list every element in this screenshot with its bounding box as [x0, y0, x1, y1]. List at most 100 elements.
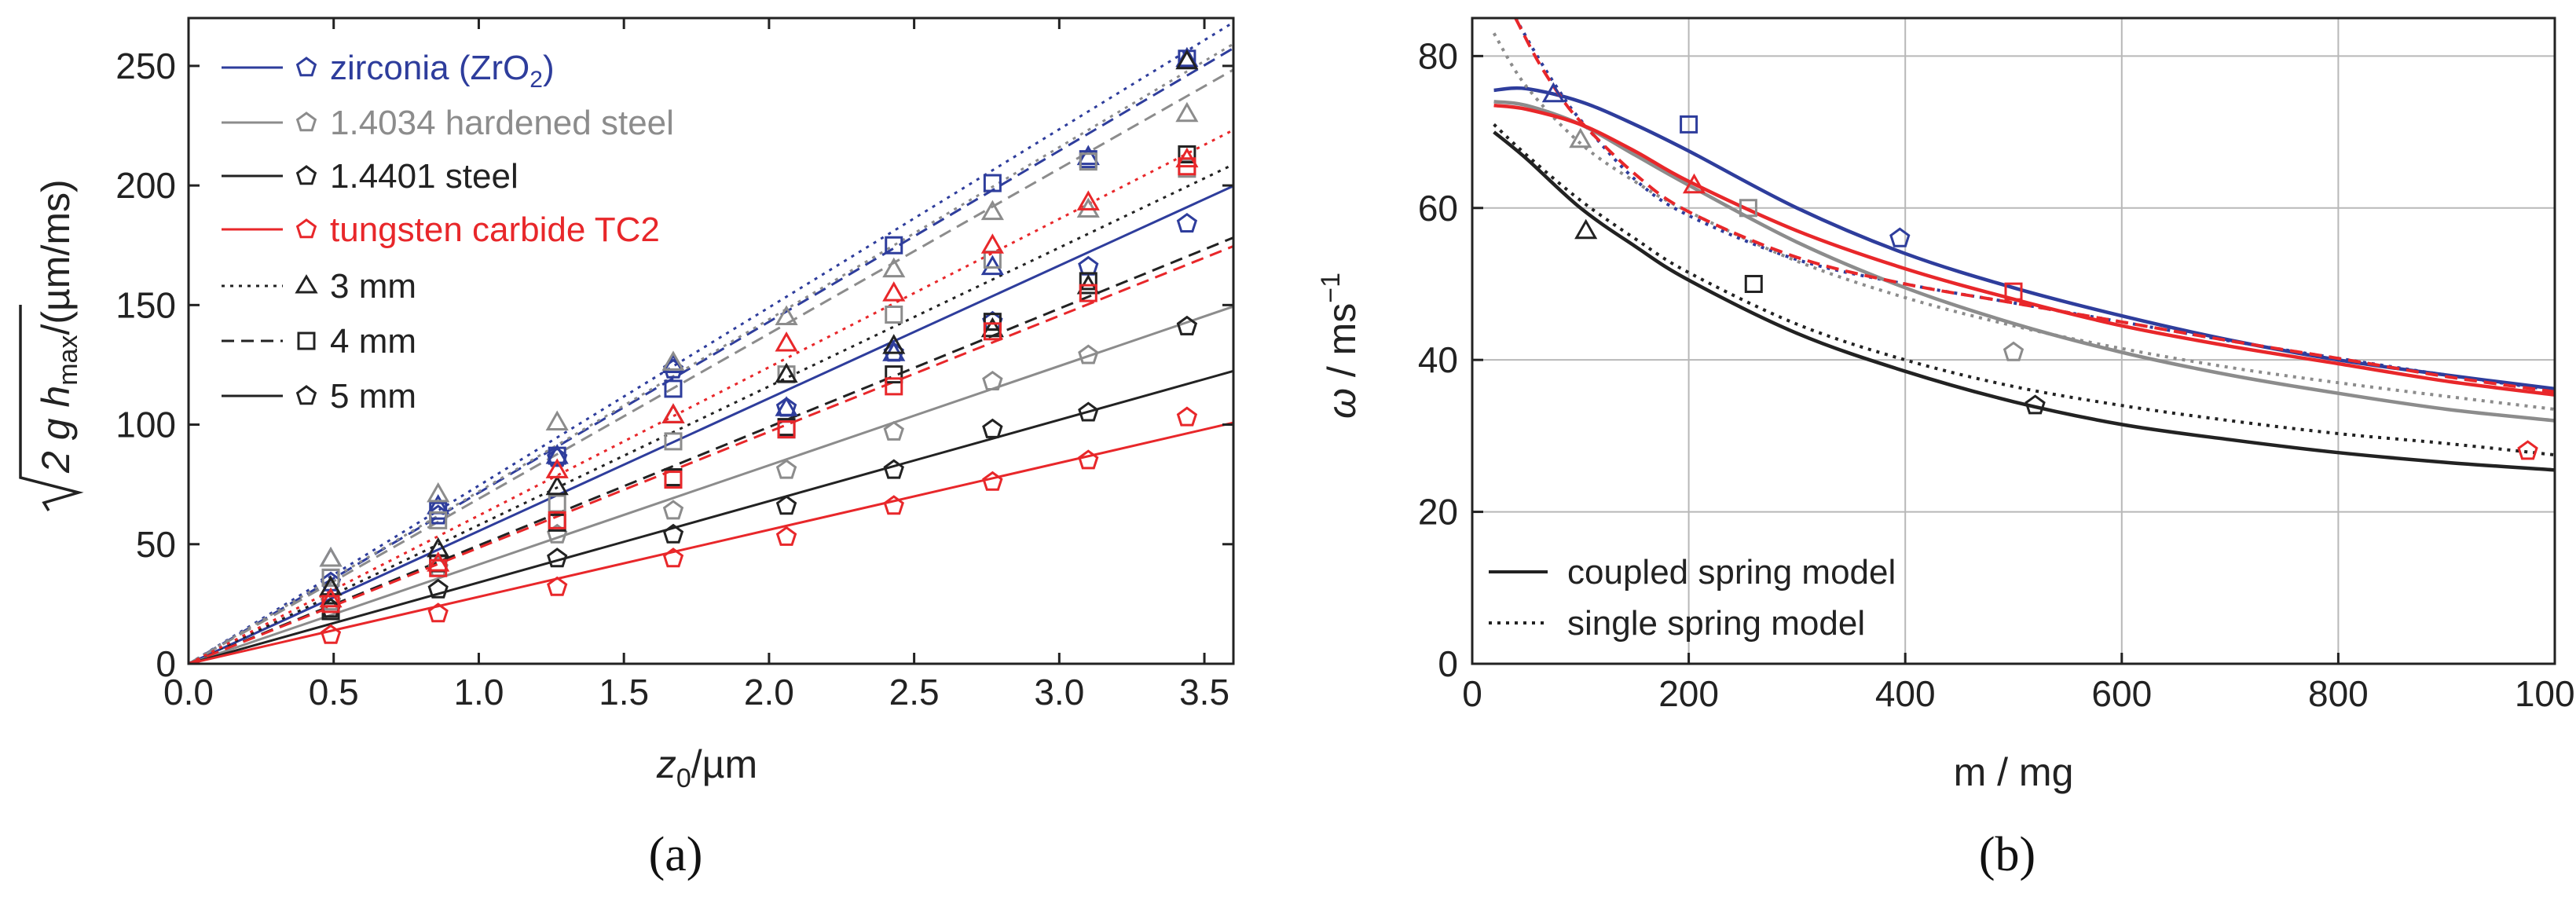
panel-a-y-axis-label: 2 g hmax/(µm/ms) — [19, 179, 84, 511]
legend-3mm-label: 3 mm — [330, 267, 416, 306]
y-tick-label: 100 — [115, 405, 176, 445]
svg-text:zirconia (ZrO2): zirconia (ZrO2) — [330, 49, 555, 93]
data-point — [1176, 406, 1198, 427]
panel-b-points — [1541, 82, 2538, 460]
data-point — [2025, 394, 2046, 415]
model-curve — [1493, 130, 2555, 472]
x-axis-var: z — [656, 742, 676, 786]
data-point — [545, 474, 569, 496]
y-tick-label: 20 — [1418, 492, 1458, 533]
data-point — [885, 365, 903, 384]
data-point — [545, 410, 569, 431]
panel-a-x-axis-label: z0/µm — [656, 742, 757, 793]
model-curve — [1514, 18, 2555, 392]
model-curve — [1493, 103, 2555, 397]
legend-entry-tungsten-carbide: tungsten carbide TC2 — [222, 211, 660, 249]
data-point — [1176, 212, 1198, 233]
data-point — [980, 233, 1004, 254]
y-tick-label: 50 — [136, 524, 176, 565]
legend-zirconia-sub: 2 — [529, 67, 543, 93]
x-tick-label: 2.5 — [889, 672, 940, 712]
x-tick-label: 800 — [2308, 673, 2369, 714]
y-axis-root-text: 2 g h — [34, 386, 78, 474]
fit-line — [189, 305, 1233, 664]
x-tick-label: 3.5 — [1179, 672, 1229, 712]
pentagon-marker-icon — [295, 218, 317, 239]
panel-b-legend: coupled spring model single spring model — [1489, 553, 1896, 643]
y-tick-label: 0 — [1438, 643, 1458, 684]
x-tick-label: 600 — [2091, 673, 2152, 714]
data-point — [1079, 152, 1097, 171]
data-point — [547, 447, 568, 467]
data-point — [775, 397, 797, 417]
pentagon-marker-icon — [295, 57, 317, 77]
data-point — [1175, 101, 1199, 123]
fit-line — [189, 42, 1233, 664]
x-tick-label: 1.5 — [599, 672, 649, 712]
fit-line — [189, 421, 1233, 664]
data-point — [1744, 274, 1763, 293]
legend-single-label: single spring model — [1567, 604, 1865, 643]
model-curve — [1493, 86, 2555, 391]
panel-a-legend: zirconia (ZrO2) 1.4034 hardened steel 1.… — [222, 49, 674, 416]
fit-line — [189, 68, 1233, 664]
data-point — [321, 568, 340, 587]
data-point — [885, 236, 903, 255]
fit-line — [189, 369, 1233, 664]
data-point — [1076, 145, 1100, 166]
legend-entry-zirconia: zirconia (ZrO2) — [222, 49, 555, 93]
y-tick-label: 200 — [115, 165, 176, 206]
panel-b-plot-frame — [1471, 16, 2556, 665]
data-point — [1889, 227, 1911, 247]
data-point — [427, 551, 450, 572]
square-marker-icon — [297, 331, 316, 350]
svg-text:2 g hmax/(µm/ms): 2 g hmax/(µm/ms) — [34, 179, 83, 474]
data-point — [1569, 127, 1592, 148]
data-point — [1574, 218, 1598, 240]
data-point — [983, 174, 1002, 192]
panel-a-ticks: 0.0 0.5 1.0 1.5 2.0 2.5 3.0 3.5 0 50 100 150 200 250 — [115, 18, 1233, 712]
data-point — [982, 471, 1003, 491]
data-point — [427, 602, 449, 623]
data-point — [883, 420, 904, 441]
data-point — [775, 331, 798, 352]
x-tick-label: 3.0 — [1034, 672, 1084, 712]
data-point — [980, 317, 1004, 338]
x-tick-label: 0.5 — [309, 672, 359, 712]
panel-b-x-axis-label: m / mg — [1954, 750, 2074, 794]
data-point — [1682, 173, 1706, 194]
data-point — [427, 482, 450, 503]
x-tick-label: 400 — [1875, 673, 1936, 714]
legend-tungsten-carbide-label: tungsten carbide TC2 — [330, 211, 660, 249]
data-point — [982, 418, 1003, 438]
data-point — [775, 362, 798, 383]
y-tick-label: 80 — [1418, 35, 1458, 76]
data-point — [545, 458, 569, 478]
data-point — [980, 255, 1004, 276]
data-point — [775, 526, 797, 546]
legend-entry-5mm: 5 mm — [222, 377, 416, 416]
data-point — [883, 459, 904, 479]
data-point — [1076, 190, 1100, 211]
data-point — [882, 257, 906, 278]
legend-steel-label: 1.4401 steel — [330, 157, 518, 196]
y-axis-unit-sup: −1 — [1316, 273, 1346, 303]
data-point — [664, 471, 683, 489]
data-point — [547, 576, 568, 596]
data-point — [429, 511, 448, 529]
data-point — [1078, 449, 1099, 470]
y-axis-omega: ω — [1320, 388, 1364, 419]
data-point — [664, 432, 683, 451]
legend-5mm-label: 5 mm — [330, 377, 416, 416]
data-point — [427, 578, 449, 599]
x-tick-label: 1.0 — [453, 672, 504, 712]
data-point — [1178, 157, 1196, 176]
data-point — [882, 334, 906, 354]
data-point — [319, 547, 343, 567]
legend-zirconia-label: zirconia (ZrO — [330, 49, 529, 87]
y-axis-root-sub: max — [53, 335, 83, 386]
data-point — [1079, 284, 1097, 302]
data-point — [885, 377, 903, 396]
